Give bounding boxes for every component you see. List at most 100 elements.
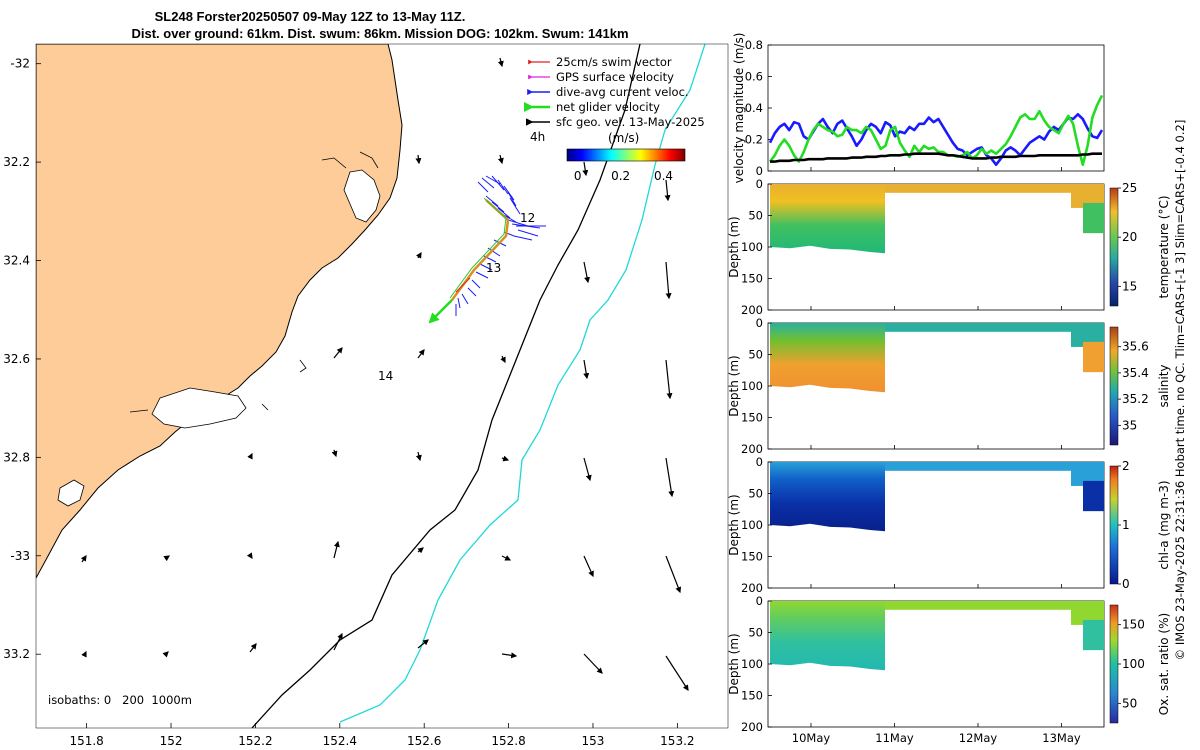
colorbar-tick-label: 1 xyxy=(1122,518,1130,532)
depth-tick-label: 100 xyxy=(741,518,763,532)
depth-tick-label: 100 xyxy=(741,379,763,393)
lake-myall xyxy=(343,169,381,223)
velocity-ytick-label: 0.2 xyxy=(745,133,763,147)
section-late-data xyxy=(1071,323,1104,347)
map-xtick-label: 152 xyxy=(160,734,183,748)
depth-tick-label: 200 xyxy=(741,720,763,734)
section-dive-data xyxy=(770,462,885,532)
velocity-line-net-glider-velocity xyxy=(768,94,1104,166)
map-title-line1: SL248 Forster20250507 09-May 12Z to 13-M… xyxy=(155,9,466,24)
depth-tick-label: 0 xyxy=(756,177,763,191)
velocity-ytick-label: 0.6 xyxy=(745,70,763,84)
glider-track xyxy=(449,197,510,301)
time-tick-label: 12May xyxy=(959,731,998,745)
colorbar-tick-label: 100 xyxy=(1122,657,1145,671)
legend-geo-label: sfc geo. vel. 13-May-2025 xyxy=(556,115,705,129)
depth-tick-label: 0 xyxy=(756,455,763,469)
isobath-label: isobaths: 0 200 1000m xyxy=(48,693,192,707)
section-colorbar xyxy=(1109,604,1119,724)
map-xtick-label: 153 xyxy=(582,734,605,748)
time-tick-label: 11May xyxy=(875,731,914,745)
depth-tick-label: 200 xyxy=(741,442,763,456)
sfc-geo-velocity-arrows xyxy=(80,57,689,692)
colorbar-tick-label: 35.6 xyxy=(1122,340,1149,354)
map-area: 12 13 14 isobaths: 0 200 1000m xyxy=(36,44,728,728)
velocity-line-sfc-geo-vel- xyxy=(770,152,1102,163)
isobath-200m xyxy=(251,44,641,728)
section-surface-data xyxy=(885,601,1071,610)
section-surface-data xyxy=(885,184,1071,193)
depth-tick-label: 200 xyxy=(741,303,763,317)
map-axes: 151.8 152 152.2 152.4 152.6 152.8 153 153.2 -32 3… xyxy=(3,57,694,748)
lake-wallis xyxy=(151,387,247,429)
map-title-line2: Dist. over ground: 61km. Dist. swum: 86k… xyxy=(131,26,628,41)
speed-colorbar-ticks: 0 0.2 0.4 xyxy=(574,169,673,183)
velocity-ylabel: velocity magnitude (m/s) xyxy=(732,33,746,184)
depth-tick-label: 200 xyxy=(741,581,763,595)
section-colorbar xyxy=(1109,465,1119,585)
section-late-deep-data xyxy=(1083,341,1104,373)
section-dive-data xyxy=(770,184,885,254)
section-late-data xyxy=(1071,462,1104,486)
imos-side-note: © IMOS 23-May-2025 22:31:36 Hobart time.… xyxy=(1173,120,1187,661)
colorbar-tick-label: 25 xyxy=(1122,181,1137,195)
swim-vectors xyxy=(455,277,471,293)
day-label-13: 13 xyxy=(486,261,501,275)
colorbar-tick-label: 35.2 xyxy=(1122,392,1149,406)
velocity-series xyxy=(768,94,1104,166)
section-ylabel: Depth (m) xyxy=(727,216,741,277)
velocity-line-dive-avg-current xyxy=(768,113,1104,166)
section-ylabel: Depth (m) xyxy=(727,355,741,416)
speed-colorbar xyxy=(566,148,686,162)
net-glider-velocity-arrow xyxy=(428,299,453,324)
colorbar-tick-label: 2 xyxy=(1122,459,1130,473)
colorbar-tick-label: 0 xyxy=(1122,577,1130,591)
velocity-frame xyxy=(767,44,1105,172)
depth-tick-label: 0 xyxy=(756,316,763,330)
day-labels: 12 13 14 xyxy=(378,211,535,383)
time-tick-label: 10May xyxy=(792,731,831,745)
map-xtick-label: 151.8 xyxy=(69,734,103,748)
section-cbar-label: temperature (°C) xyxy=(1157,196,1171,299)
day-label-12: 12 xyxy=(520,211,535,225)
depth-tick-label: 100 xyxy=(741,240,763,254)
colorbar-tick-label: 35 xyxy=(1122,418,1137,432)
velocity-panel: 0 0.2 0.4 0.6 0.8 velocity magnitude (m/s) xyxy=(732,33,1105,184)
speed-colorbar-tick: 0 xyxy=(574,169,582,183)
section-late-data xyxy=(1071,601,1104,625)
map-ytick-label: -33 xyxy=(10,549,30,563)
depth-tick-label: 50 xyxy=(748,209,763,223)
map-xtick-label: 152.6 xyxy=(407,734,441,748)
speed-colorbar-tick: 0.2 xyxy=(611,169,630,183)
section-cbar-label: chl-a (mg m-3) xyxy=(1157,480,1171,569)
section-panel-1: 0 50 100 150 200 Depth (m) 35.6 35.4 35.2 35 salin… xyxy=(727,316,1171,456)
section-ylabel: Depth (m) xyxy=(727,633,741,694)
section-panel-0: 0 50 100 150 200 Depth (m) 25 20 15 temperature (… xyxy=(727,177,1171,317)
colorbar-unit: (m/s) xyxy=(608,131,639,145)
depth-tick-label: 150 xyxy=(741,550,763,564)
day-label-14: 14 xyxy=(378,369,393,383)
depth-tick-label: 100 xyxy=(741,657,763,671)
depth-tick-label: 150 xyxy=(741,411,763,425)
section-late-deep-data xyxy=(1083,619,1104,651)
depth-tick-label: 50 xyxy=(748,348,763,362)
section-surface-data xyxy=(885,323,1071,332)
map-xtick-label: 152.2 xyxy=(238,734,272,748)
section-dive-data xyxy=(770,323,885,393)
legend-gps-label: GPS surface velocity xyxy=(556,70,674,84)
map-legend: 25cm/s swim vector GPS surface velocity … xyxy=(524,55,705,183)
map-xtick-label: 153.2 xyxy=(660,734,694,748)
time-axis: 10May 11May 12May 13May xyxy=(792,167,1081,745)
velocity-axis: 0 0.2 0.4 0.6 0.8 xyxy=(745,38,772,178)
section-dive-data xyxy=(770,601,885,671)
colorbar-tick-label: 50 xyxy=(1122,696,1137,710)
section-ylabel: Depth (m) xyxy=(727,494,741,555)
depth-tick-label: 150 xyxy=(741,272,763,286)
section-cbar-label: salinity xyxy=(1157,364,1171,407)
legend-current-label: dive-avg current veloc. xyxy=(556,85,689,99)
depth-tick-label: 50 xyxy=(748,487,763,501)
legend-4h: 4h xyxy=(530,130,545,144)
legend-swim-label: 25cm/s swim vector xyxy=(556,55,672,69)
section-panel-2: 0 50 100 150 200 Depth (m) 2 1 0 chl-a (mg m-3) xyxy=(727,455,1171,595)
